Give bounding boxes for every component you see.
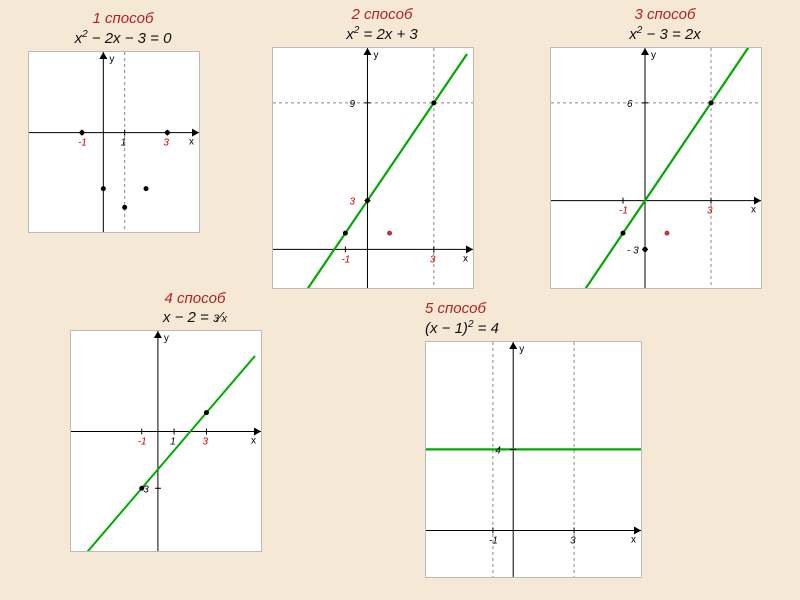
panel-equation: (x − 1)2 = 4 — [425, 319, 665, 337]
panel-p5: 5 способ (x − 1)2 = 4 x y -1 3 4 — [425, 300, 665, 578]
svg-text:1: 1 — [121, 138, 127, 149]
svg-text:3: 3 — [202, 437, 208, 448]
svg-text:y: y — [164, 333, 169, 344]
panel-title: 1 способ — [28, 10, 218, 27]
svg-text:-1: -1 — [78, 138, 87, 149]
panel-equation: x2 − 2x − 3 = 0 — [28, 29, 218, 47]
svg-text:y: y — [651, 50, 656, 61]
svg-text:x: x — [751, 205, 756, 216]
chart-svg: x y -1 3 3 9 — [273, 48, 473, 288]
panel-p3: 3 способ x2 − 3 = 2x x y -1 3 6 - 3 — [550, 6, 780, 289]
chart-frame: x y -1 3 3 9 — [272, 47, 474, 289]
svg-text:9: 9 — [349, 99, 355, 110]
svg-text:y: y — [373, 50, 378, 61]
svg-text:x: x — [189, 137, 194, 148]
panel-title: 2 способ — [272, 6, 492, 23]
chart-frame: x y -1 3 6 - 3 — [550, 47, 762, 289]
panel-title: 3 способ — [550, 6, 780, 23]
panel-p1: 1 способ x2 − 2x − 3 = 0 x y -1 1 3 — [28, 10, 218, 233]
svg-text:3: 3 — [430, 254, 436, 265]
svg-text:-1: -1 — [489, 535, 498, 546]
panel-p4: 4 способ x − 2 = 3⁄x x y -1 1 3 -3 — [70, 290, 290, 552]
svg-text:- 3: - 3 — [627, 245, 639, 256]
panel-equation: x − 2 = 3⁄x — [100, 309, 290, 326]
svg-text:3: 3 — [570, 535, 576, 546]
svg-text:x: x — [631, 534, 636, 545]
panel-equation: x2 − 3 = 2x — [550, 25, 780, 43]
panel-title: 4 способ — [100, 290, 290, 307]
svg-text:x: x — [463, 253, 468, 264]
svg-text:4: 4 — [495, 445, 501, 456]
panel-p2: 2 способ x2 = 2x + 3 x y -1 3 3 9 — [272, 6, 492, 289]
chart-frame: x y -1 3 4 — [425, 341, 642, 578]
svg-text:-1: -1 — [619, 206, 628, 217]
svg-text:3: 3 — [163, 138, 169, 149]
panel-title: 5 способ — [425, 300, 665, 317]
chart-svg: x y -1 1 3 — [29, 52, 199, 232]
chart-svg: x y -1 3 6 - 3 — [551, 48, 761, 288]
svg-text:-1: -1 — [138, 437, 147, 448]
svg-text:6: 6 — [627, 99, 633, 110]
panel-equation: x2 = 2x + 3 — [272, 25, 492, 43]
chart-svg: x y -1 3 4 — [426, 342, 641, 577]
svg-text:3: 3 — [707, 206, 713, 217]
svg-text:y: y — [109, 54, 114, 65]
svg-text:-3: -3 — [140, 484, 149, 495]
svg-text:3: 3 — [349, 197, 355, 208]
svg-text:-1: -1 — [341, 254, 350, 265]
chart-frame: x y -1 1 3 -3 — [70, 330, 262, 552]
chart-svg: x y -1 1 3 -3 — [71, 331, 261, 551]
svg-text:x: x — [251, 436, 256, 447]
chart-frame: x y -1 1 3 — [28, 51, 200, 233]
svg-text:1: 1 — [170, 437, 176, 448]
svg-text:y: y — [519, 344, 524, 355]
